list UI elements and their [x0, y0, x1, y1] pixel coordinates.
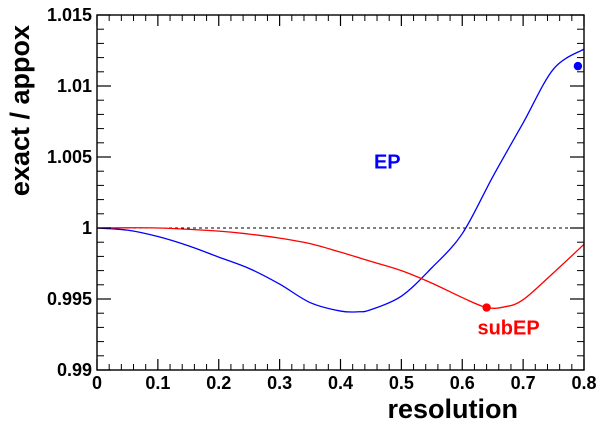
- series-label-ep: EP: [374, 151, 401, 173]
- x-tick-label: 0.5: [389, 373, 414, 393]
- y-tick-label: 0.995: [47, 289, 92, 309]
- y-axis-title: exact / appox: [5, 25, 35, 196]
- tick-labels: 0 0.1 0.2 0.3 0.4 0.5 0.6 0.7 0.8 0.99 0.995 1 1.005…: [47, 5, 597, 393]
- series-line-subep: [96, 227, 585, 309]
- x-tick-label: 0.7: [511, 373, 536, 393]
- y-tick-label: 1: [82, 218, 92, 238]
- x-tick-label: 0.2: [206, 373, 231, 393]
- x-tick-label: 0.8: [571, 373, 596, 393]
- series-label-subep: subEP: [477, 318, 539, 340]
- x-tick-label: 0: [92, 373, 102, 393]
- series-marker-ep: [573, 61, 583, 71]
- x-tick-label: 0.6: [450, 373, 475, 393]
- y-tick-label: 1.01: [57, 76, 92, 96]
- y-tick-label: 0.99: [57, 360, 92, 380]
- x-tick-label: 0.4: [328, 373, 353, 393]
- y-tick-label: 1.005: [47, 147, 92, 167]
- plot-area: EP subEP: [96, 48, 585, 340]
- series-line-ep: [96, 48, 585, 313]
- series-marker-subep: [482, 303, 491, 312]
- y-tick-label: 1.015: [47, 5, 92, 25]
- x-axis-title: resolution: [387, 394, 518, 424]
- x-tick-label: 0.3: [267, 373, 292, 393]
- axis-ticks: [96, 14, 585, 371]
- x-tick-label: 0.1: [145, 373, 170, 393]
